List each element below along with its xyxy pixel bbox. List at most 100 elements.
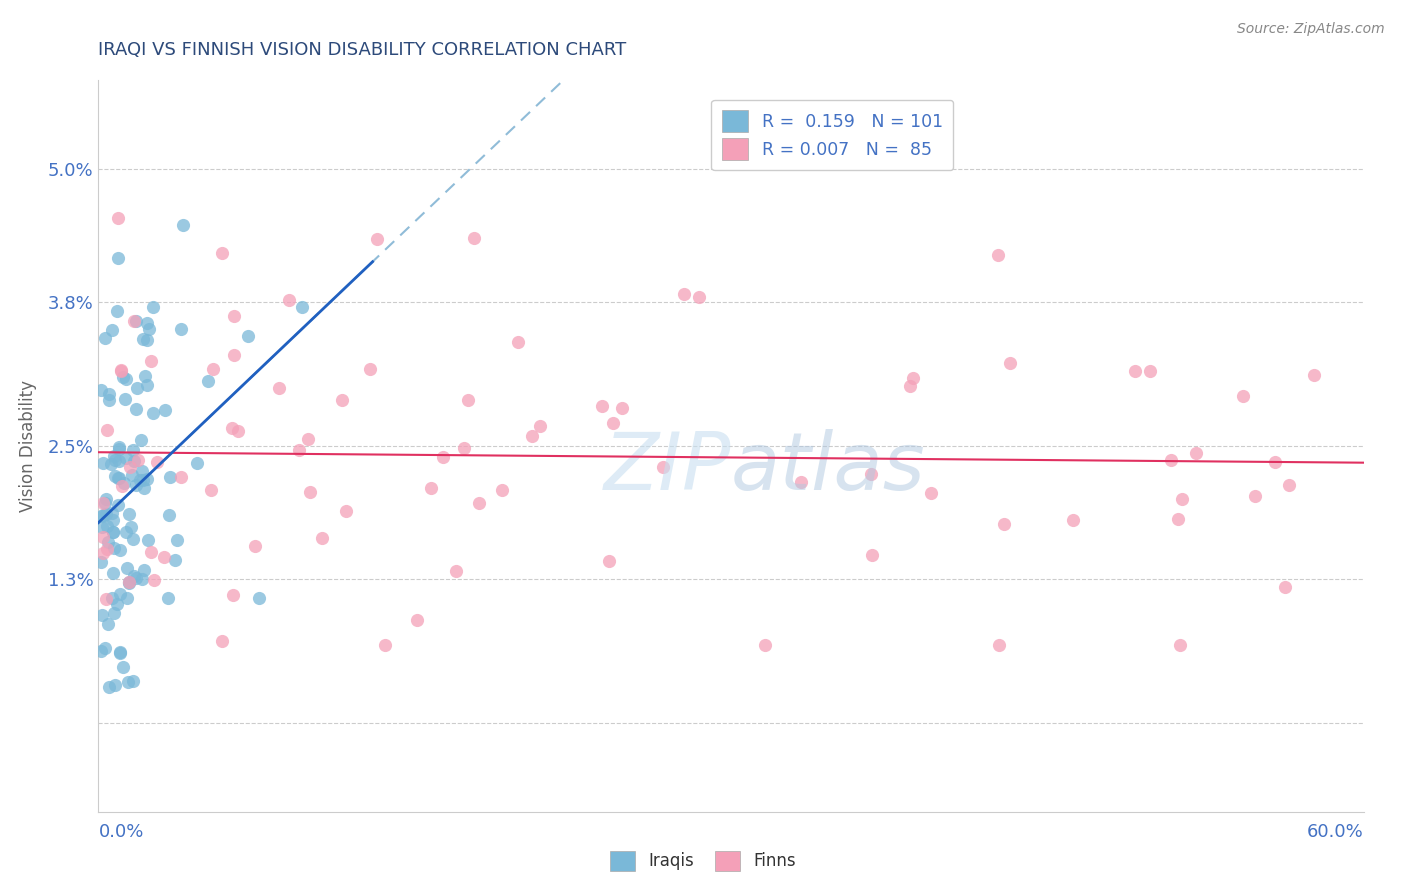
Point [118,575,141,590]
Point [96,591,118,606]
Point [169,322,191,336]
Point [1139,364,1161,378]
Point [1274,580,1296,594]
Point [287,442,309,457]
Point [222,588,245,602]
Point [859,467,882,481]
Point [1232,389,1254,403]
Point [129,473,152,487]
Point [222,348,245,362]
Point [122,673,145,688]
Point [124,569,146,583]
Point [1062,513,1084,527]
Point [444,564,467,578]
Point [98,680,121,694]
Point [135,377,157,392]
Point [107,211,129,225]
Point [100,506,122,520]
Point [108,442,131,456]
Point [901,371,924,385]
Point [125,572,148,586]
Point [121,467,143,482]
Point [170,470,193,484]
Point [108,587,131,601]
Point [100,457,122,471]
Point [91,496,114,510]
Point [108,441,131,455]
Point [101,513,124,527]
Point [200,483,222,498]
Point [1185,446,1208,460]
Point [118,507,141,521]
Point [166,533,188,548]
Point [359,362,381,376]
Point [101,323,124,337]
Point [91,546,114,560]
Point [107,252,129,266]
Point [591,399,613,413]
Point [920,486,942,500]
Point [121,532,143,546]
Point [108,646,131,660]
Point [108,645,131,659]
Point [115,561,138,575]
Text: ZIP: ZIP [603,429,731,507]
Point [125,402,148,417]
Point [468,495,491,509]
Point [127,453,149,467]
Point [142,406,165,420]
Point [134,368,156,383]
Point [277,293,299,307]
Point [291,300,314,314]
Point [101,524,124,539]
Point [93,496,115,510]
Text: atlas: atlas [731,429,927,507]
Point [987,639,1010,653]
Point [598,554,620,568]
Point [987,248,1010,262]
Point [122,313,145,327]
Point [103,449,125,463]
Point [172,218,194,232]
Point [118,576,141,591]
Point [139,354,162,368]
Point [136,533,159,547]
Point [115,451,138,466]
Point [673,286,696,301]
Point [132,563,155,577]
Point [419,481,441,495]
Point [491,483,513,497]
Point [860,549,883,563]
Point [131,464,153,478]
Point [131,572,153,586]
Text: 0.0%: 0.0% [98,822,143,841]
Legend: R =  0.159   N = 101, R = 0.007   N =  85: R = 0.159 N = 101, R = 0.007 N = 85 [711,100,953,170]
Point [529,419,551,434]
Point [111,478,134,492]
Point [91,456,114,470]
Point [104,468,127,483]
Y-axis label: Vision Disability: Vision Disability [18,380,37,512]
Point [117,675,139,690]
Point [112,476,135,491]
Point [98,387,121,401]
Point [1167,512,1189,526]
Point [226,424,249,438]
Point [269,381,291,395]
Point [453,441,475,455]
Point [998,356,1021,370]
Point [651,459,673,474]
Point [136,334,159,348]
Point [508,334,530,349]
Point [114,372,136,386]
Point [132,473,155,487]
Point [90,607,112,622]
Point [96,519,118,533]
Point [103,607,125,621]
Point [612,401,634,415]
Point [1264,455,1286,469]
Point [94,491,117,506]
Point [136,316,159,330]
Point [107,454,129,468]
Point [143,574,166,588]
